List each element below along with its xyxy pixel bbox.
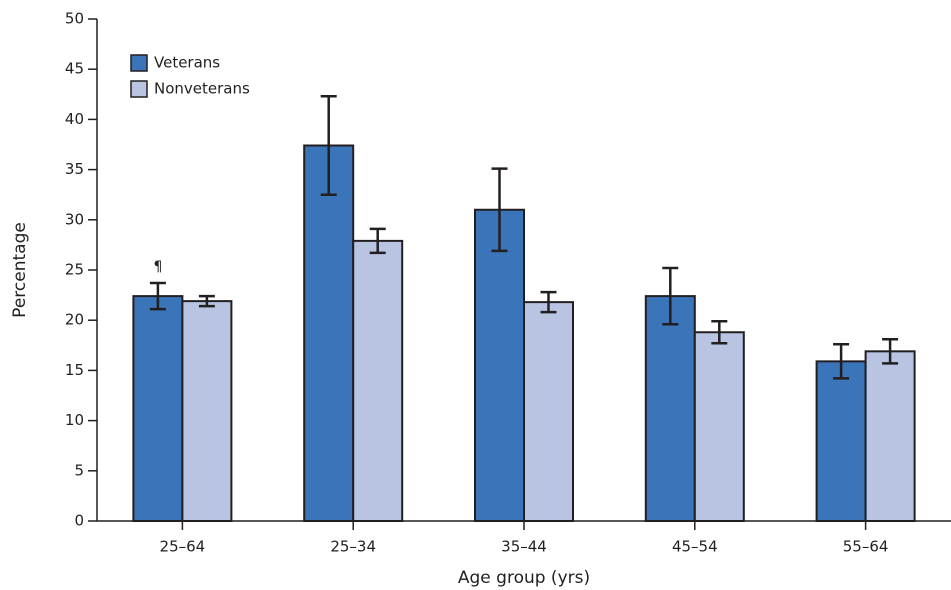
x-tick-label: 35–44 xyxy=(501,538,547,556)
error-bar xyxy=(198,294,215,308)
x-tick-label: 25–34 xyxy=(330,538,376,556)
bar xyxy=(474,208,525,522)
legend-label: Veterans xyxy=(154,54,220,72)
legend-label: Nonveterans xyxy=(154,80,250,98)
error-bar xyxy=(491,167,508,253)
bar xyxy=(864,350,916,522)
x-axis-label: Age group (yrs) xyxy=(458,568,590,588)
error-bar xyxy=(833,343,850,380)
bar xyxy=(352,239,404,522)
y-axis-label: Percentage xyxy=(10,222,30,318)
y-tick-label: 35 xyxy=(65,160,84,178)
annotation: ¶ xyxy=(153,259,162,275)
y-tick-label: 30 xyxy=(65,210,84,228)
y-tick-label: 0 xyxy=(74,512,84,530)
bar xyxy=(303,144,355,522)
y-tick-label: 25 xyxy=(65,261,84,279)
y-tick-label: 40 xyxy=(65,110,84,128)
legend-swatch xyxy=(130,54,148,72)
bar xyxy=(181,300,233,522)
y-tick-label: 20 xyxy=(65,311,84,329)
x-tick-label: 45–54 xyxy=(672,538,718,556)
legend-swatch xyxy=(130,80,148,98)
error-bar xyxy=(320,95,337,196)
error-bar xyxy=(540,290,557,314)
bar xyxy=(523,301,574,522)
y-tick-label: 15 xyxy=(65,361,84,379)
error-bar xyxy=(711,319,728,345)
x-tick-label: 25–64 xyxy=(160,538,206,556)
error-bar xyxy=(882,338,899,365)
bar xyxy=(132,295,184,522)
x-tick-label: 55–64 xyxy=(843,538,889,556)
bar xyxy=(693,331,745,522)
y-tick-label: 50 xyxy=(65,10,84,28)
y-tick-label: 5 xyxy=(74,461,84,479)
y-tick-label: 45 xyxy=(65,60,84,78)
bar xyxy=(644,295,696,522)
y-tick-label: 10 xyxy=(65,411,84,429)
error-bar xyxy=(369,227,386,255)
bar xyxy=(815,360,867,523)
error-bar xyxy=(149,281,166,311)
error-bar xyxy=(662,266,679,326)
axes xyxy=(96,19,951,522)
